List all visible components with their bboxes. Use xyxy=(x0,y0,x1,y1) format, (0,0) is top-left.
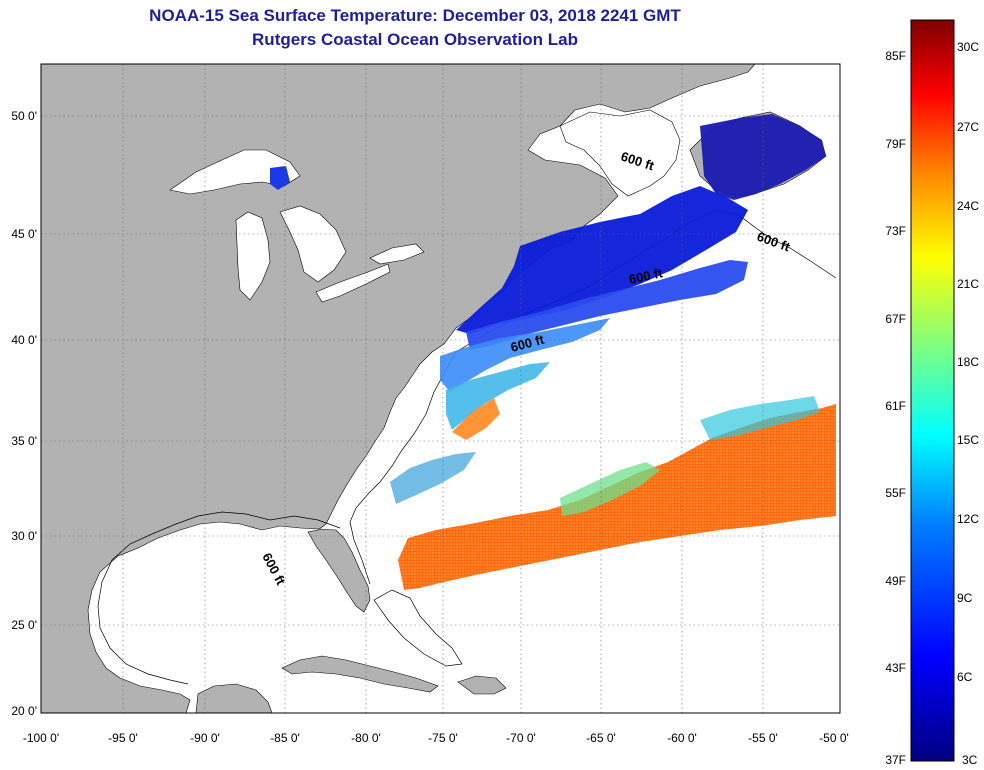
lon-tick-label: -95 0' xyxy=(108,731,138,745)
colorbar-f-label: 61F xyxy=(885,399,906,413)
yucatan-land xyxy=(195,683,273,713)
lat-tick-label: 50 0' xyxy=(11,109,37,123)
lon-tick-label: -100 0' xyxy=(23,731,59,745)
colorbar-f-label: 49F xyxy=(885,574,906,588)
north-america-land xyxy=(41,64,756,713)
colorbar-f-label: 67F xyxy=(885,312,906,326)
colorbar-c-label: 6C xyxy=(957,670,973,684)
sst-patch-orange-offshore xyxy=(452,398,500,440)
longitude-axis: -100 0' -95 0' -90 0' -85 0' -80 0' -75 … xyxy=(23,731,849,745)
sst-patch-nova-scotia xyxy=(456,186,748,334)
lon-tick-label: -50 0' xyxy=(819,731,849,745)
colorbar-f-label: 73F xyxy=(885,224,906,238)
colorbar-celsius-labels: 30C 27C 24C 21C 18C 15C 12C 9C 6C 3C xyxy=(957,40,979,767)
isobath-gulf xyxy=(97,511,341,685)
latitude-axis: 50 0' 45 0' 40 0' 35 0' 30 0' 25 0' 20 0… xyxy=(11,109,37,718)
graticule xyxy=(41,64,840,713)
lake-huron xyxy=(279,205,347,283)
map-title: NOAA-15 Sea Surface Temperature: Decembe… xyxy=(149,6,681,25)
lat-tick-label: 30 0' xyxy=(11,529,37,543)
lake-superior xyxy=(169,149,301,195)
lon-tick-label: -55 0' xyxy=(748,731,778,745)
colorbar-c-label: 18C xyxy=(957,355,979,369)
isobath-bahamas xyxy=(373,589,463,667)
colorbar-c-label: 3C xyxy=(962,753,978,767)
lon-tick-label: -85 0' xyxy=(270,731,300,745)
colorbar-f-label: 85F xyxy=(885,49,906,63)
colorbar-fahrenheit-labels: 85F 79F 73F 67F 61F 55F 49F 43F 37F xyxy=(885,49,906,767)
lon-tick-label: -75 0' xyxy=(428,731,458,745)
lake-erie xyxy=(315,263,391,303)
colorbar-f-label: 79F xyxy=(885,137,906,151)
sst-patch-cyan-mix xyxy=(700,396,820,440)
colorbar-f-label: 43F xyxy=(885,661,906,675)
lat-tick-label: 35 0' xyxy=(11,434,37,448)
lat-tick-label: 20 0' xyxy=(11,704,37,718)
colorbar-c-label: 12C xyxy=(957,512,979,526)
sst-warm-swath xyxy=(398,396,836,590)
sst-patch-gulf-of-maine xyxy=(466,260,748,350)
gulf-of-st-lawrence xyxy=(559,109,681,197)
sst-patch-mid-atlantic xyxy=(440,318,610,392)
colorbar-f-label: 55F xyxy=(885,486,906,500)
colorbar-c-label: 15C xyxy=(957,433,979,447)
colorbar: 85F 79F 73F 67F 61F 55F 49F 43F 37F 30C … xyxy=(885,19,979,767)
sst-patch-green-mix xyxy=(560,462,660,516)
sst-patch-labrador xyxy=(700,114,826,200)
colorbar-c-label: 24C xyxy=(957,199,979,213)
sst-patch-georgia xyxy=(390,452,476,504)
lat-tick-label: 40 0' xyxy=(11,333,37,347)
colorbar-c-label: 30C xyxy=(957,40,979,54)
lon-tick-label: -65 0' xyxy=(586,731,616,745)
lon-tick-label: -80 0' xyxy=(351,731,381,745)
lon-tick-label: -60 0' xyxy=(667,731,697,745)
hispaniola-land xyxy=(457,675,507,695)
colorbar-c-label: 27C xyxy=(957,120,979,134)
cuba-land xyxy=(281,655,439,693)
lake-ontario xyxy=(369,243,425,265)
map-frame xyxy=(40,63,841,714)
colorbar-c-label: 21C xyxy=(957,277,979,291)
colorbar-c-label: 9C xyxy=(957,591,973,605)
lat-tick-label: 45 0' xyxy=(11,227,37,241)
lon-tick-label: -70 0' xyxy=(506,731,536,745)
colorbar-f-label: 37F xyxy=(885,753,906,767)
lon-tick-label: -90 0' xyxy=(190,731,220,745)
lat-tick-label: 25 0' xyxy=(11,618,37,632)
isobath-label-georges-bank: 600 ft xyxy=(628,265,665,287)
colorbar-scale xyxy=(910,19,955,762)
map-subtitle: Rutgers Coastal Ocean Observation Lab xyxy=(252,30,578,49)
